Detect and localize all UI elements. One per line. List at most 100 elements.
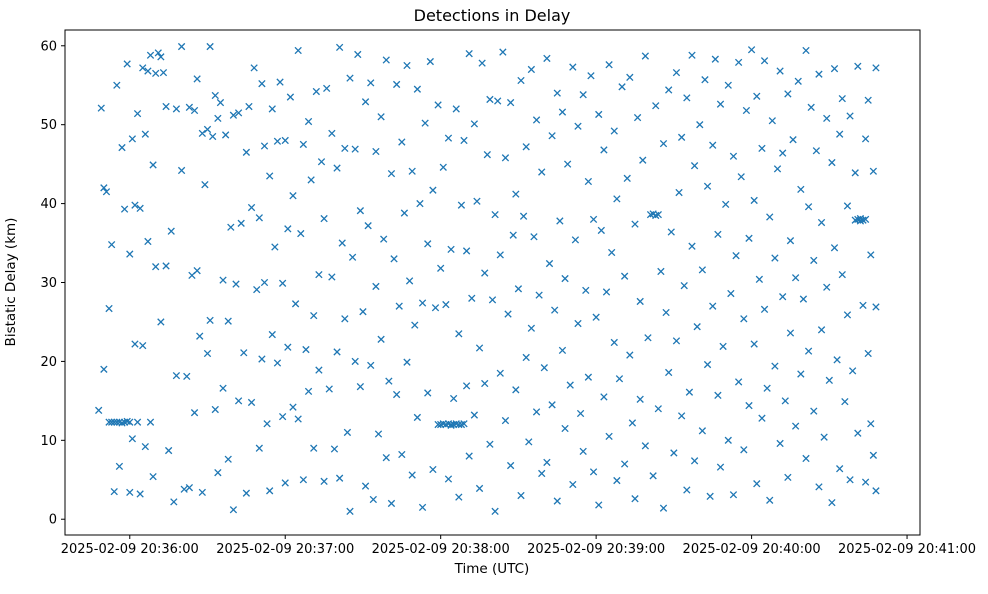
scatter-marker [95,406,103,414]
scatter-marker [574,122,582,130]
scatter-marker [864,96,872,104]
scatter-marker [247,203,256,212]
scatter-marker [408,167,416,175]
scatter-marker [110,487,118,496]
scatter-marker [356,382,365,391]
scatter-marker [869,451,878,459]
scatter-marker [413,413,422,422]
scatter-marker [224,317,232,325]
scatter-marker [595,501,603,509]
scatter-marker [164,446,173,455]
scatter-marker [688,51,696,59]
scatter-marker [623,174,631,183]
scatter-marker [128,135,137,143]
scatter-marker [146,418,155,426]
scatter-marker [372,282,380,291]
scatter-marker [126,488,134,497]
scatter-marker [455,330,463,338]
scatter-marker [776,67,784,75]
scatter-marker [626,73,634,82]
scatter-markers [95,42,880,515]
scatter-marker [462,247,471,255]
scatter-marker [196,332,204,340]
scatter-marker [255,444,263,452]
scatter-marker [517,491,525,500]
scatter-marker [203,125,212,134]
scatter-marker [771,254,779,262]
scatter-marker [491,210,499,219]
x-tick-label: 2025-02-09 20:36:00 [61,542,199,557]
scatter-marker [245,102,253,111]
scatter-marker [506,98,515,107]
scatter-marker [299,140,308,149]
scatter-marker [475,344,484,352]
scatter-marker [553,497,561,505]
scatter-marker [644,334,652,342]
scatter-marker [131,340,139,348]
scatter-marker [302,345,310,354]
scatter-marker [144,67,152,75]
scatter-marker [745,234,753,242]
scatter-marker [729,491,738,499]
scatter-marker [501,154,510,162]
scatter-marker [107,240,116,249]
scatter-marker [561,424,569,433]
scatter-marker [734,58,743,67]
scatter-marker [771,362,779,370]
scatter-marker [841,397,849,406]
scatter-marker [527,324,536,332]
scatter-marker [123,60,131,68]
scatter-marker [846,112,854,120]
x-axis-label: Time (UTC) [454,561,530,577]
scatter-marker [473,197,481,205]
scatter-marker [571,236,580,244]
scatter-marker [703,182,712,190]
scatter-marker [403,61,411,70]
scatter-marker [97,104,105,112]
scatter-marker [258,79,266,88]
scatter-marker [784,473,792,482]
scatter-marker [680,281,688,290]
scatter-marker [701,76,709,84]
scatter-marker [260,278,269,287]
scatter-marker [133,109,142,118]
scatter-marker [157,318,165,326]
scatter-marker [574,319,582,328]
scatter-marker [120,205,129,213]
scatter-marker [828,158,836,167]
scatter-marker [836,465,844,473]
scatter-marker [136,204,144,212]
scatter-marker [693,323,701,331]
scatter-marker [403,358,411,366]
scatter-marker [460,136,468,145]
scatter-marker [781,397,789,405]
scatter-marker [734,378,743,386]
scatter-marker [615,375,624,383]
y-tick-label: 20 [40,355,57,370]
scatter-marker [294,46,302,55]
scatter-marker [545,259,554,268]
scatter-marker [569,480,577,489]
scatter-marker [830,65,839,73]
plot-area [64,29,921,536]
scatter-marker [613,195,621,203]
scatter-marker [786,329,795,337]
scatter-marker [426,57,434,66]
scatter-marker [527,65,536,74]
scatter-marker [452,105,460,113]
scatter-marker [698,427,707,435]
scatter-marker [149,472,157,481]
scatter-marker [286,93,295,101]
scatter-marker [367,361,375,370]
scatter-marker [468,294,476,302]
scatter-marker [351,145,359,153]
scatter-marker [861,478,870,486]
scatter-marker [517,76,525,85]
scatter-marker [525,438,533,446]
scatter-marker [268,330,276,339]
scatter-marker [838,94,846,103]
scatter-marker [657,267,665,276]
scatter-marker [478,59,486,67]
scatter-marker [600,146,608,154]
scatter-marker [535,291,543,299]
